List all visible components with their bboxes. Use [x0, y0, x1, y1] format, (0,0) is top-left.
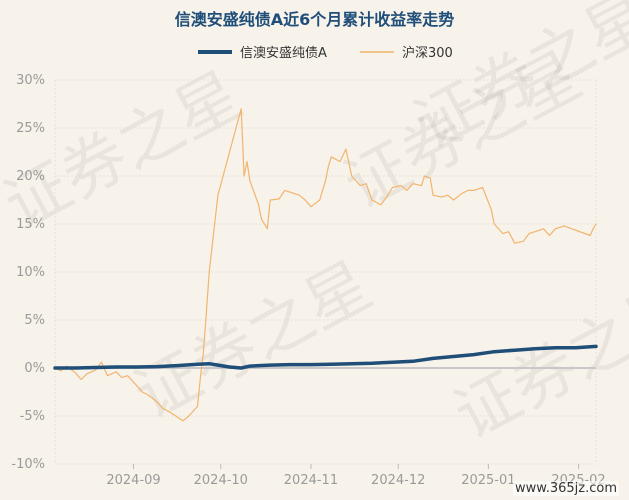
chart-title: 信澳安盛纯债A近6个月累计收益率走势: [174, 10, 455, 29]
x-tick-label: 2025-01: [461, 473, 515, 488]
y-tick-label: 30%: [16, 73, 45, 88]
x-tick-label: 2024-10: [194, 473, 248, 488]
y-axis-ticks: 30% 25% 20% 15% 10% 5% 0% -5% -10%: [11, 73, 45, 472]
y-tick-label: 0%: [24, 361, 45, 376]
y-tick-label: 5%: [24, 313, 45, 328]
y-tick-label: 10%: [16, 265, 45, 280]
y-tick-label: -10%: [11, 457, 45, 472]
x-tick-label: 2024-09: [106, 473, 160, 488]
watermark-text: 证券之星: [443, 269, 629, 455]
x-tick-label: 2024-11: [284, 473, 338, 488]
y-tick-label: 15%: [16, 217, 45, 232]
y-tick-label: 20%: [16, 169, 45, 184]
series-line-csi300: [54, 108, 597, 422]
legend-label-csi300: 沪深300: [402, 45, 453, 61]
legend-label-fund: 信澳安盛纯债A: [240, 45, 327, 61]
legend: 信澳安盛纯债A 沪深300: [198, 45, 453, 61]
source-credit: www.365jz.com: [513, 481, 619, 496]
watermark-text: 证券之星: [123, 249, 384, 435]
x-tick-label: 2024-12: [371, 473, 425, 488]
series-layer: [53, 108, 598, 422]
y-tick-label: 25%: [16, 121, 45, 136]
y-tick-label: -5%: [20, 409, 45, 424]
series-line-fund: [53, 344, 598, 370]
